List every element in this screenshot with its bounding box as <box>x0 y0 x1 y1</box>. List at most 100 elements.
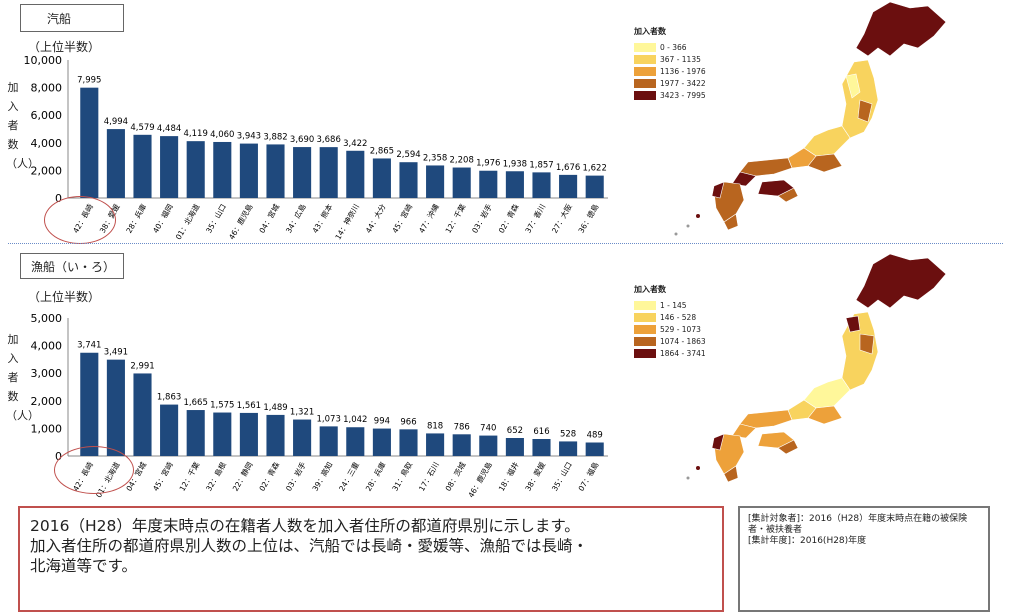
summary-note: 2016（H28）年度末時点の在籍者人数を加入者住所の都道府県別に示します。 加… <box>18 506 724 612</box>
bar-value-label: 3,882 <box>263 132 287 142</box>
bar-value-label: 4,484 <box>157 124 181 134</box>
x-tick-label: 03：岩手 <box>469 202 494 235</box>
bar-value-label: 1,938 <box>503 159 527 169</box>
legend-swatch <box>634 312 656 322</box>
bar-value-label: 1,976 <box>476 159 500 169</box>
section-label-gyosen: 漁船（い・ろ） <box>20 253 124 279</box>
bar <box>213 412 232 456</box>
bar-value-label: 1,321 <box>290 408 314 418</box>
x-tick-label: 22：静岡 <box>230 460 255 493</box>
x-tick-label: 03：岩手 <box>283 460 308 493</box>
bar-value-label: 1,489 <box>263 403 287 413</box>
map-legend-gyosen: 加入者数 1 - 145 146 - 528 529 - 1073 1074 - 18… <box>634 284 744 359</box>
note-line: 加入者住所の都道府県別人数の上位は、汽船では長崎・愛媛等、漁船では長崎・ <box>30 537 589 555</box>
bar-value-label: 528 <box>560 429 576 439</box>
bar <box>505 171 524 198</box>
section-label-text: 漁船（い・ろ） <box>31 259 116 274</box>
x-tick-label: 01：北海道 <box>173 202 202 240</box>
meta-line: [集計年度]：2016(H28)年度 <box>748 536 867 546</box>
legend-swatch <box>634 66 656 76</box>
bar-value-label: 3,943 <box>237 132 261 142</box>
x-tick-label: 04：宮城 <box>257 202 282 235</box>
x-tick-label: 24：三重 <box>337 460 361 493</box>
note-line: 北海道等です。 <box>30 557 137 575</box>
bar <box>399 429 418 456</box>
bar-value-label: 1,042 <box>343 415 367 425</box>
bar-value-label: 994 <box>374 417 390 427</box>
bar-value-label: 786 <box>454 422 470 432</box>
bar <box>532 438 551 456</box>
legend-item: 0 - 366 <box>634 41 744 53</box>
legend-label: 1977 - 3422 <box>660 78 706 88</box>
bar-value-label: 3,741 <box>77 341 101 351</box>
highlight-circle <box>54 446 134 494</box>
x-tick-label: 40：福岡 <box>151 203 175 235</box>
x-tick-label: 02：青森 <box>257 460 282 493</box>
legend-item: 1 - 145 <box>634 299 744 311</box>
bar-value-label: 818 <box>427 421 443 431</box>
bar <box>559 174 578 198</box>
y-tick-label: 0 <box>55 450 62 463</box>
legend-swatch <box>634 336 656 346</box>
bar <box>372 428 391 456</box>
bar <box>266 144 285 198</box>
x-tick-label: 08：茨城 <box>443 460 468 493</box>
x-tick-label: 39：高知 <box>310 460 335 493</box>
legend-title: 加入者数 <box>634 285 666 294</box>
bar <box>239 412 258 456</box>
y-tick-label: 4,000 <box>31 137 63 150</box>
bar <box>452 167 471 198</box>
x-tick-label: 35：山口 <box>549 460 574 493</box>
legend-swatch <box>634 78 656 88</box>
x-tick-label: 28：兵庫 <box>124 202 149 235</box>
x-tick-label: 12：千葉 <box>443 202 468 235</box>
y-tick-label: 2,000 <box>31 395 63 408</box>
bar <box>426 165 445 198</box>
y-tick-label: 2,000 <box>31 164 63 177</box>
bar-value-label: 740 <box>480 424 496 434</box>
y-tick-label: 5,000 <box>31 312 63 325</box>
bar <box>426 433 445 456</box>
bar <box>479 170 498 198</box>
bar <box>505 438 524 456</box>
japan-map-gyosen <box>686 253 947 483</box>
legend-label: 529 - 1073 <box>660 324 701 334</box>
bar <box>133 134 152 198</box>
bar <box>452 434 471 456</box>
bar-value-label: 4,994 <box>104 117 128 127</box>
y-tick-label: 10,000 <box>24 54 63 67</box>
bar <box>346 150 365 198</box>
bar <box>133 373 152 456</box>
bar-value-label: 2,208 <box>450 156 474 166</box>
bar <box>239 143 258 198</box>
bar-value-label: 7,995 <box>77 76 101 86</box>
bar <box>106 129 125 198</box>
legend-item: 1136 - 1976 <box>634 65 744 77</box>
y-tick-label: 4,000 <box>31 340 63 353</box>
x-tick-label: 02：青森 <box>496 202 521 235</box>
bar-value-label: 2,594 <box>396 150 420 160</box>
bar-value-label: 652 <box>507 426 523 436</box>
bar-value-label: 1,561 <box>237 401 261 411</box>
x-tick-label: 34：広島 <box>283 202 308 235</box>
legend-item: 3423 - 7995 <box>634 89 744 101</box>
bar-value-label: 1,622 <box>583 164 607 174</box>
bar-value-label: 3,686 <box>317 135 341 145</box>
y-tick-label: 0 <box>55 192 62 205</box>
bar <box>585 442 604 456</box>
bar <box>186 410 205 456</box>
bar <box>372 158 391 198</box>
chart-subtitle: （上位半数） <box>28 40 101 54</box>
x-tick-label: 45：宮崎 <box>150 460 175 493</box>
legend-title: 加入者数 <box>634 27 666 36</box>
bar-value-label: 1,857 <box>529 160 553 170</box>
bar <box>293 147 312 198</box>
x-tick-label: 46：鹿児島 <box>226 202 255 240</box>
legend-label: 146 - 528 <box>660 312 697 322</box>
x-tick-label: 31：鳥取 <box>390 460 415 493</box>
x-tick-label: 46：鹿児島 <box>466 460 495 500</box>
y-tick-label: 1,000 <box>31 422 63 435</box>
highlight-circle <box>44 196 116 244</box>
japan-map-kisen <box>674 1 947 236</box>
legend-item: 146 - 528 <box>634 311 744 323</box>
